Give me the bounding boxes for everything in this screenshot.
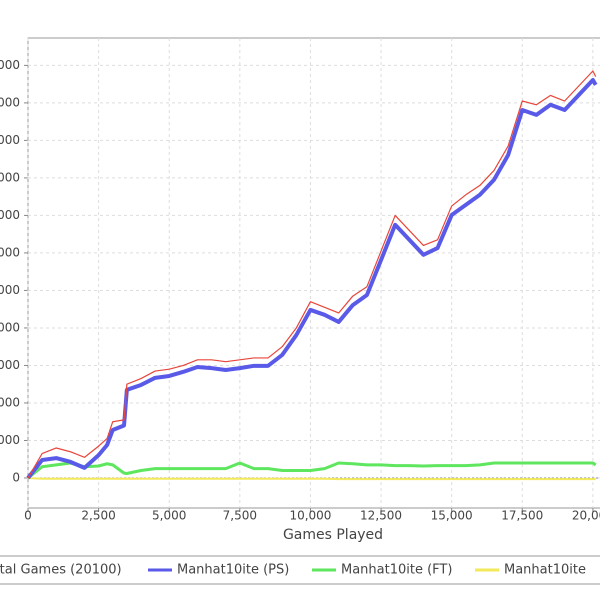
legend-label: Manhat10ite bbox=[504, 563, 586, 578]
x-tick-label: 0 bbox=[24, 509, 32, 523]
x-tick-label: 10,000 bbox=[289, 509, 331, 523]
y-tick-label: 4,000 bbox=[0, 320, 20, 334]
y-tick-label: 7,000 bbox=[0, 208, 20, 222]
legend-label: Manhat10ite (PS) bbox=[177, 563, 289, 578]
x-tick-label: 5,000 bbox=[152, 509, 186, 523]
series-line bbox=[27, 70, 597, 479]
plot-area bbox=[27, 37, 600, 509]
y-tick-label: 1,000 bbox=[0, 433, 20, 447]
x-tick-label: 7,500 bbox=[223, 509, 257, 523]
legend-label: Manhat10ite (FT) bbox=[341, 563, 452, 578]
y-tick-label: 6,000 bbox=[0, 245, 20, 259]
x-tick-label: 15,000 bbox=[431, 509, 473, 523]
y-tick-label: 8,000 bbox=[0, 170, 20, 184]
series-line bbox=[27, 461, 597, 480]
y-tick-label: 11,000 bbox=[0, 58, 20, 72]
y-tick-label: 3,000 bbox=[0, 358, 20, 372]
y-tick-label: 9,000 bbox=[0, 133, 20, 147]
x-tick-label: 17,500 bbox=[501, 509, 543, 523]
series-line bbox=[27, 476, 596, 481]
x-tick-label: 20,000 bbox=[572, 509, 600, 523]
x-tick-label: 2,500 bbox=[81, 509, 115, 523]
legend-label: Total Games (20100) bbox=[0, 563, 122, 578]
series-line bbox=[26, 78, 598, 480]
x-axis-label: Games Played bbox=[283, 527, 383, 543]
legend bbox=[0, 555, 600, 585]
y-tick-label: 2,000 bbox=[0, 395, 20, 409]
y-tick-label: 0 bbox=[12, 470, 20, 484]
y-tick-label: 5,000 bbox=[0, 283, 20, 297]
y-tick-label: 10,000 bbox=[0, 95, 20, 109]
x-tick-label: 12,500 bbox=[360, 509, 402, 523]
